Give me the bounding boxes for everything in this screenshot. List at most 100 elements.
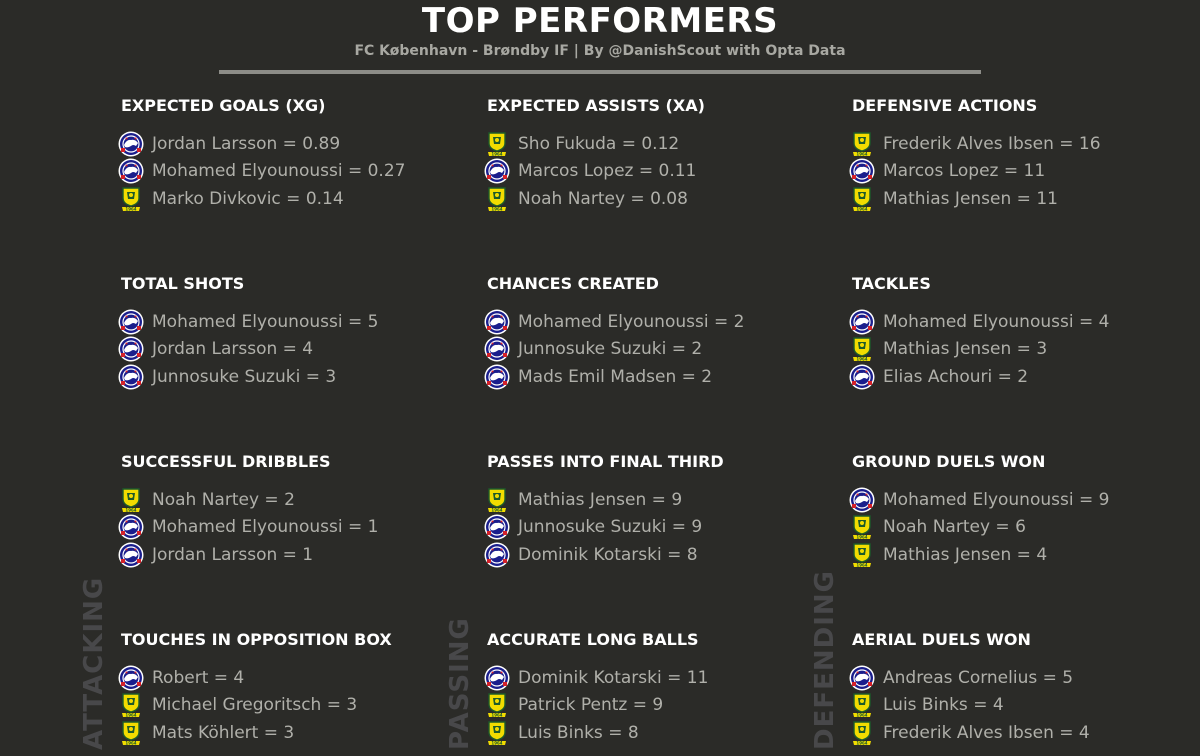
brondby-badge-icon — [849, 720, 875, 746]
stat-title: GROUND DUELS WON — [852, 452, 1046, 471]
fc-kobenhavn-badge-icon — [849, 309, 875, 335]
fc-kobenhavn-badge-icon — [484, 542, 510, 568]
page-subtitle: FC København - Brøndby IF | By @DanishSc… — [354, 43, 846, 59]
player-row: Robert = 4 — [118, 664, 458, 692]
player-stat-text: Michael Gregoritsch = 3 — [152, 695, 358, 716]
player-row: Noah Nartey = 6 — [849, 514, 1189, 542]
player-row: Patrick Pentz = 9 — [484, 692, 824, 720]
player-stat-text: Mads Emil Madsen = 2 — [518, 366, 713, 387]
player-stat-text: Dominik Kotarski = 11 — [518, 667, 709, 688]
fc-kobenhavn-badge-icon — [849, 158, 875, 184]
player-row: Mathias Jensen = 4 — [849, 541, 1189, 569]
player-stat-text: Patrick Pentz = 9 — [518, 695, 664, 716]
player-row: Elias Achouri = 2 — [849, 363, 1189, 391]
fc-kobenhavn-badge-icon — [484, 665, 510, 691]
player-stat-text: Mathias Jensen = 3 — [883, 339, 1048, 360]
player-row: Junnosuke Suzuki = 2 — [484, 336, 824, 364]
player-stat-text: Noah Nartey = 6 — [883, 517, 1026, 538]
header-divider — [219, 70, 981, 74]
player-row: Mohamed Elyounoussi = 9 — [849, 486, 1189, 514]
stat-block: EXPECTED ASSISTS (XA) Sho Fukuda = 0.12 Ma… — [484, 96, 824, 213]
player-list: Robert = 4 Michael Gregoritsch = 3 Mats Kö… — [118, 664, 458, 747]
player-stat-text: Marko Divkovic = 0.14 — [152, 188, 344, 209]
fc-kobenhavn-badge-icon — [484, 514, 510, 540]
stat-block: EXPECTED GOALS (XG) Jordan Larsson = 0.89… — [118, 96, 458, 213]
category-label-defending: DEFENDING — [810, 570, 840, 750]
player-stat-text: Sho Fukuda = 0.12 — [518, 133, 680, 154]
fc-kobenhavn-badge-icon — [118, 336, 144, 362]
stat-title: TOTAL SHOTS — [121, 274, 245, 293]
brondby-badge-icon — [849, 186, 875, 212]
brondby-badge-icon — [849, 336, 875, 362]
fc-kobenhavn-badge-icon — [849, 487, 875, 513]
player-stat-text: Mathias Jensen = 11 — [883, 188, 1058, 209]
stat-block: TACKLES Mohamed Elyounoussi = 4 Mathias Je… — [849, 274, 1189, 391]
player-row: Sho Fukuda = 0.12 — [484, 130, 824, 158]
fc-kobenhavn-badge-icon — [118, 131, 144, 157]
player-stat-text: Mohamed Elyounoussi = 0.27 — [152, 161, 406, 182]
player-stat-text: Mohamed Elyounoussi = 1 — [152, 517, 379, 538]
fc-kobenhavn-badge-icon — [118, 158, 144, 184]
player-list: Sho Fukuda = 0.12 Marcos Lopez = 0.11 Noah… — [484, 130, 824, 213]
stat-title: EXPECTED ASSISTS (XA) — [487, 96, 705, 115]
player-row: Marcos Lopez = 11 — [849, 158, 1189, 186]
stat-title: ACCURATE LONG BALLS — [487, 630, 699, 649]
player-list: Mohamed Elyounoussi = 2 Junnosuke Suzuki … — [484, 308, 824, 391]
stat-block: CHANCES CREATED Mohamed Elyounoussi = 2 Ju… — [484, 274, 824, 391]
brondby-badge-icon — [849, 542, 875, 568]
player-stat-text: Mohamed Elyounoussi = 2 — [518, 311, 745, 332]
brondby-badge-icon — [484, 131, 510, 157]
fc-kobenhavn-badge-icon — [118, 542, 144, 568]
player-list: Mohamed Elyounoussi = 4 Mathias Jensen = … — [849, 308, 1189, 391]
stat-block: PASSES INTO FINAL THIRD Mathias Jensen = … — [484, 452, 824, 569]
stat-title: PASSES INTO FINAL THIRD — [487, 452, 724, 471]
brondby-badge-icon — [118, 487, 144, 513]
player-row: Luis Binks = 4 — [849, 692, 1189, 720]
stat-block: TOUCHES IN OPPOSITION BOX Robert = 4 Micha… — [118, 630, 458, 747]
player-stat-text: Mats Köhlert = 3 — [152, 722, 295, 743]
player-stat-text: Elias Achouri = 2 — [883, 366, 1029, 387]
fc-kobenhavn-badge-icon — [484, 158, 510, 184]
fc-kobenhavn-badge-icon — [484, 336, 510, 362]
player-stat-text: Junnosuke Suzuki = 9 — [518, 517, 703, 538]
brondby-badge-icon — [849, 514, 875, 540]
player-row: Marko Divkovic = 0.14 — [118, 185, 458, 213]
player-row: Mohamed Elyounoussi = 4 — [849, 308, 1189, 336]
brondby-badge-icon — [118, 720, 144, 746]
fc-kobenhavn-badge-icon — [118, 665, 144, 691]
stat-block: ACCURATE LONG BALLS Dominik Kotarski = 11… — [484, 630, 824, 747]
player-list: Mohamed Elyounoussi = 5 Jordan Larsson = … — [118, 308, 458, 391]
player-stat-text: Jordan Larsson = 4 — [152, 339, 314, 360]
player-stat-text: Marcos Lopez = 0.11 — [518, 161, 697, 182]
player-row: Dominik Kotarski = 11 — [484, 664, 824, 692]
player-row: Mohamed Elyounoussi = 0.27 — [118, 158, 458, 186]
player-row: Marcos Lopez = 0.11 — [484, 158, 824, 186]
player-row: Junnosuke Suzuki = 3 — [118, 363, 458, 391]
stat-title: AERIAL DUELS WON — [852, 630, 1031, 649]
player-row: Mathias Jensen = 3 — [849, 336, 1189, 364]
player-stat-text: Noah Nartey = 0.08 — [518, 188, 688, 209]
page-title: TOP PERFORMERS — [421, 1, 779, 41]
player-row: Dominik Kotarski = 8 — [484, 541, 824, 569]
player-stat-text: Luis Binks = 8 — [518, 722, 639, 743]
player-stat-text: Junnosuke Suzuki = 3 — [152, 366, 337, 387]
player-list: Noah Nartey = 2 Mohamed Elyounoussi = 1 Jo… — [118, 486, 458, 569]
category-label-attacking: ATTACKING — [79, 576, 109, 750]
brondby-badge-icon — [849, 692, 875, 718]
player-row: Noah Nartey = 2 — [118, 486, 458, 514]
stat-block: DEFENSIVE ACTIONS Frederik Alves Ibsen = … — [849, 96, 1189, 213]
stat-block: TOTAL SHOTS Mohamed Elyounoussi = 5 Jordan… — [118, 274, 458, 391]
brondby-badge-icon — [484, 692, 510, 718]
player-row: Mats Köhlert = 3 — [118, 719, 458, 747]
player-row: Noah Nartey = 0.08 — [484, 185, 824, 213]
stat-title: TACKLES — [852, 274, 931, 293]
player-stat-text: Jordan Larsson = 0.89 — [152, 133, 341, 154]
stat-title: EXPECTED GOALS (XG) — [121, 96, 326, 115]
stat-block: AERIAL DUELS WON Andreas Cornelius = 5 Lui… — [849, 630, 1189, 747]
stat-title: SUCCESSFUL DRIBBLES — [121, 452, 331, 471]
player-row: Mohamed Elyounoussi = 1 — [118, 514, 458, 542]
stat-block: SUCCESSFUL DRIBBLES Noah Nartey = 2 Mohame… — [118, 452, 458, 569]
player-row: Jordan Larsson = 0.89 — [118, 130, 458, 158]
fc-kobenhavn-badge-icon — [118, 309, 144, 335]
player-stat-text: Jordan Larsson = 1 — [152, 544, 314, 565]
